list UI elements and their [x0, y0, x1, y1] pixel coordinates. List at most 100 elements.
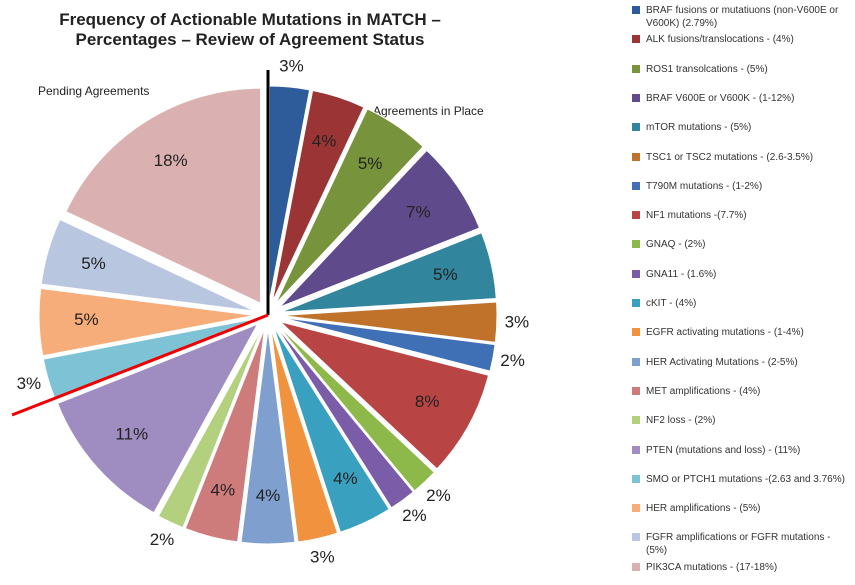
- legend-swatch: [632, 386, 640, 395]
- pie-slice: [56, 323, 259, 514]
- legend-label: BRAF V600E or V600K - (1-12%): [646, 92, 795, 104]
- chart: Pending Agreements Agreements in Place 3…: [11, 57, 530, 566]
- divider: [11, 313, 269, 417]
- pie-slice: [281, 232, 497, 313]
- legend-item: ALK fusions/translocations - (4%): [632, 33, 852, 46]
- legend-item: TSC1 or TSC2 mutations - (2.6-3.5%): [632, 151, 852, 164]
- legend-label: GNA11 - (1.6%): [646, 268, 717, 280]
- legend-item: FGFR amplifications or FGFR mutations - …: [632, 531, 852, 557]
- legend-item: BRAF V600E or V600K - (1-12%): [632, 92, 852, 105]
- pie-slice: [271, 89, 365, 302]
- legend-swatch: [632, 35, 640, 44]
- pie-slice: [157, 327, 263, 529]
- data-label: 4%: [211, 480, 236, 499]
- data-label: 8%: [415, 392, 440, 411]
- legend-swatch: [632, 562, 640, 571]
- legend-swatch: [632, 181, 640, 190]
- legend-label: SMO or PTCH1 mutations -(2.63 and 3.76%): [646, 473, 845, 485]
- legend-label: HER Activating Mutations - (2-5%): [646, 356, 798, 368]
- annotation: Agreements in Place: [373, 104, 484, 118]
- legend-item: EGFR activating mutations - (1-4%): [632, 326, 852, 339]
- legend-label: cKIT - (4%): [646, 298, 697, 309]
- data-label: 3%: [310, 547, 335, 566]
- legend-item: SMO or PTCH1 mutations -(2.63 and 3.76%): [632, 473, 852, 486]
- data-label: 2%: [500, 351, 525, 370]
- legend-label: T790M mutations - (1-2%): [646, 180, 763, 192]
- legend-item: HER amplifications - (5%): [632, 502, 852, 515]
- legend-label: NF2 loss - (2%): [646, 415, 716, 427]
- data-label: 4%: [312, 132, 337, 151]
- pie-slice: [40, 218, 255, 312]
- legend-item: ROS1 transolcations - (5%): [632, 63, 852, 76]
- legend-swatch: [632, 533, 640, 542]
- legend-item: cKIT - (4%): [632, 297, 852, 310]
- data-label: 3%: [17, 374, 42, 393]
- annotation: Pending Agreements: [38, 84, 149, 98]
- legend-label: TSC1 or TSC2 mutations - (2.6-3.5%): [646, 151, 814, 163]
- legend-label: mTOR mutations - (5%): [646, 122, 752, 134]
- legend-swatch: [632, 93, 640, 102]
- legend-item: HER Activating Mutations - (2-5%): [632, 356, 852, 369]
- data-label: 2%: [402, 506, 427, 525]
- pie-slice: [65, 87, 261, 304]
- legend-label: PIK3CA mutations - (17-18%): [646, 561, 778, 573]
- legend-item: BRAF fusions or mutatiuons (non-V600E or…: [632, 4, 852, 30]
- data-label: 11%: [115, 425, 148, 444]
- pie-slice: [184, 328, 266, 543]
- data-label: 5%: [74, 310, 99, 329]
- legend-item: PIK3CA mutations - (17-18%): [632, 561, 852, 574]
- pie-slice: [277, 324, 436, 492]
- pie-slice: [275, 108, 424, 304]
- legend-item: GNA11 - (1.6%): [632, 268, 852, 281]
- data-label: 3%: [505, 312, 530, 331]
- legend-swatch: [632, 269, 640, 278]
- legend-label: FGFR amplifications or FGFR mutations - …: [646, 532, 831, 557]
- pie-slice: [281, 317, 496, 372]
- pie-slice: [270, 328, 339, 543]
- data-label: 7%: [406, 202, 431, 221]
- data-label: 5%: [358, 154, 383, 173]
- legend-swatch: [632, 240, 640, 249]
- legend-label: NF1 mutations -(7.7%): [646, 210, 747, 222]
- legend-swatch: [632, 357, 640, 366]
- legend-item: GNAQ - (2%): [632, 238, 852, 251]
- data-label: 2%: [426, 486, 451, 505]
- legend-swatch: [632, 64, 640, 73]
- legend-item: MET amplifications - (4%): [632, 385, 852, 398]
- data-label: 2%: [150, 530, 175, 549]
- legend-label: MET amplifications - (4%): [646, 385, 761, 397]
- legend-item: mTOR mutations - (5%): [632, 121, 852, 134]
- pie-slice: [240, 328, 296, 545]
- legend-swatch: [632, 211, 640, 220]
- data-label: 5%: [433, 265, 458, 284]
- pie-slice: [275, 326, 414, 509]
- legend-item: NF2 loss - (2%): [632, 414, 852, 427]
- legend-swatch: [632, 299, 640, 307]
- legend-label: BRAF fusions or mutatiuons (non-V600E or…: [646, 5, 839, 29]
- legend-swatch: [632, 474, 640, 483]
- data-label: 4%: [333, 469, 358, 488]
- pie-slice: [279, 149, 481, 308]
- legend-swatch: [632, 504, 640, 513]
- legend-item: NF1 mutations -(7.7%): [632, 209, 852, 222]
- legend-label: GNAQ - (2%): [646, 239, 706, 251]
- data-label: 5%: [81, 254, 106, 273]
- legend-swatch: [632, 445, 640, 454]
- legend-label: ALK fusions/translocations - (4%): [646, 34, 794, 46]
- chart-title: Frequency of Actionable Mutations in MAT…: [59, 10, 441, 49]
- legend-label: HER amplifications - (5%): [646, 503, 761, 515]
- pie-slice: [281, 301, 498, 343]
- data-label: 3%: [279, 57, 304, 76]
- pie-slice: [279, 321, 490, 470]
- legend-swatch: [632, 6, 640, 14]
- pie-slice: [38, 287, 255, 357]
- data-label: 18%: [154, 151, 188, 170]
- legend-label: EGFR activating mutations - (1-4%): [646, 327, 804, 339]
- legend-item: PTEN (mutations and loss) - (11%): [632, 444, 852, 457]
- legend-swatch: [632, 123, 640, 132]
- legend-swatch: [632, 328, 640, 337]
- pie-slice: [273, 327, 390, 533]
- legend-label: ROS1 transolcations - (5%): [646, 63, 768, 75]
- data-label: 4%: [256, 486, 281, 505]
